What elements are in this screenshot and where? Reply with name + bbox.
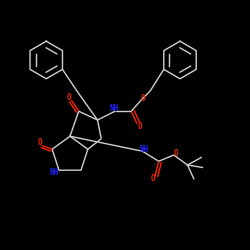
Text: O: O: [37, 138, 42, 147]
Text: O: O: [140, 94, 145, 103]
Text: O: O: [151, 174, 155, 183]
Text: NH: NH: [109, 104, 118, 113]
Text: O: O: [66, 93, 71, 102]
Text: NH: NH: [139, 146, 148, 154]
Text: O: O: [174, 149, 178, 158]
Text: NH: NH: [50, 168, 59, 177]
Text: O: O: [137, 122, 142, 131]
